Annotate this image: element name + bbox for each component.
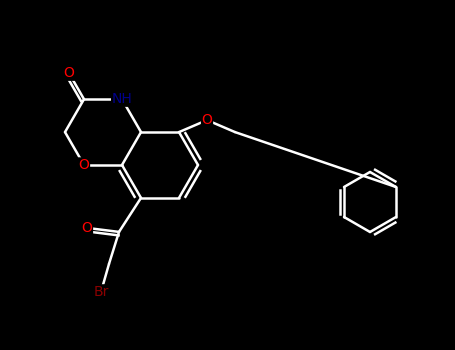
Text: NH: NH xyxy=(111,92,132,106)
Text: O: O xyxy=(81,221,92,235)
Text: O: O xyxy=(64,66,75,80)
Text: Br: Br xyxy=(93,285,109,299)
Text: O: O xyxy=(202,113,212,127)
Text: O: O xyxy=(79,158,90,172)
